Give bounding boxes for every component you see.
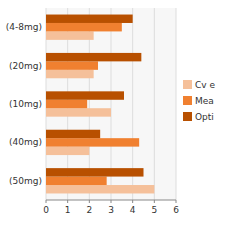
grid (46, 8, 176, 200)
bars (46, 15, 154, 194)
grid-line (154, 8, 155, 200)
bar (46, 108, 111, 116)
category-label: (4-8mg) (6, 22, 42, 32)
tick-label: 1 (65, 205, 71, 215)
plot-area (46, 8, 176, 200)
bar (46, 168, 144, 176)
legend-swatch (183, 96, 192, 105)
bar (46, 15, 133, 23)
legend-swatch (183, 80, 192, 89)
grid-line (176, 8, 177, 200)
bar (46, 31, 94, 39)
bar (46, 100, 87, 108)
bar (46, 23, 122, 31)
category-label: (50mg) (9, 176, 42, 186)
tick-label: 4 (130, 205, 136, 215)
bar (46, 138, 139, 146)
chart: 0 1 2 3 4 5 6 (4-8mg) (20mg) (10mg) (40mg) (50mg) Cv… (0, 0, 225, 225)
legend-label: Mea (195, 96, 214, 106)
tick-label: 2 (86, 205, 92, 215)
bar (46, 177, 107, 185)
bar (46, 130, 100, 138)
legend-label: Cv e (195, 80, 215, 90)
bar (46, 91, 124, 99)
category-label: (20mg) (9, 61, 42, 71)
legend-swatch (183, 112, 192, 121)
category-label: (40mg) (9, 137, 42, 147)
tick-label: 0 (43, 205, 49, 215)
bar (46, 53, 141, 61)
legend-label: Opti (195, 112, 214, 122)
bar (46, 185, 154, 193)
legend: Cv e Mea Opti (183, 80, 215, 122)
tick-label: 6 (173, 205, 179, 215)
bar (46, 61, 98, 69)
tick-label: 3 (108, 205, 114, 215)
category-label: (10mg) (9, 99, 42, 109)
x-axis (46, 200, 176, 201)
bar (46, 147, 89, 155)
bar (46, 70, 94, 78)
tick-label: 5 (151, 205, 157, 215)
